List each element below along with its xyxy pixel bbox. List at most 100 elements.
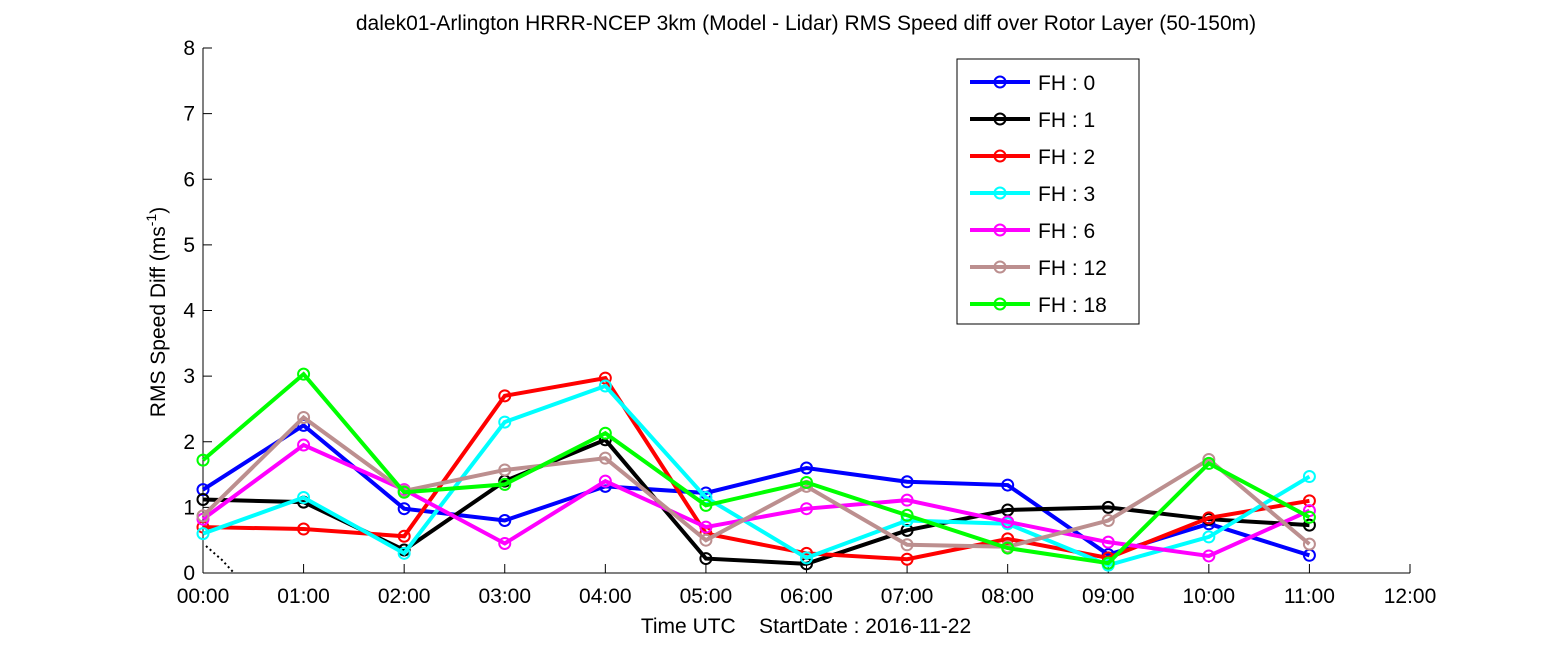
data-point [598, 451, 612, 465]
data-point [1101, 500, 1115, 514]
data-point [297, 367, 311, 381]
series-line [202, 375, 1310, 562]
x-axis-label: Time UTC StartDate : 2016-11-22 [641, 615, 971, 638]
legend-label: FH : 18 [1038, 294, 1107, 317]
data-point [900, 538, 914, 552]
x-tick-label: 00:00 [177, 585, 230, 608]
legend-swatch-marker [993, 75, 1007, 89]
data-point [297, 522, 311, 536]
legend-swatch-marker [993, 186, 1007, 200]
data-point [1001, 478, 1015, 492]
y-axis-label-unit-exponent: -1 [143, 214, 159, 227]
y-tick-label: 0 [183, 562, 195, 585]
legend-label: FH : 6 [1038, 220, 1095, 243]
x-tick-label: 05:00 [680, 585, 733, 608]
x-tick-label: 03:00 [478, 585, 531, 608]
series-0 [196, 418, 1316, 562]
data-point [1302, 494, 1316, 508]
legend-label: FH : 1 [1038, 109, 1095, 132]
x-tick-label: 04:00 [579, 585, 632, 608]
legend-label: FH : 0 [1038, 72, 1095, 95]
series-6 [196, 367, 1316, 570]
data-point [598, 426, 612, 440]
data-point [598, 371, 612, 385]
legend-label: FH : 12 [1038, 257, 1107, 280]
data-point [900, 523, 914, 537]
legend-item: FH : 2 [970, 146, 1095, 169]
data-point [498, 415, 512, 429]
y-tick-label: 2 [183, 431, 195, 454]
data-point [900, 552, 914, 566]
chart-title: dalek01-Arlington HRRR-NCEP 3km (Model -… [356, 12, 1256, 35]
legend-label: FH : 2 [1038, 146, 1095, 169]
data-point [1001, 515, 1015, 529]
series-line [202, 383, 1311, 568]
y-tick-label: 8 [183, 37, 195, 60]
data-point [196, 453, 210, 467]
series-layer [196, 367, 1316, 572]
x-tick-label: 12:00 [1384, 585, 1437, 608]
data-point [196, 483, 210, 497]
legend-swatch-marker [993, 260, 1007, 274]
series-line [201, 371, 1311, 566]
data-point [900, 475, 914, 489]
y-axis-label-end: ) [147, 207, 170, 214]
x-tick-label: 11:00 [1284, 585, 1335, 608]
series-2 [196, 371, 1316, 566]
data-point [397, 529, 411, 543]
data-point [1202, 549, 1216, 563]
x-ticks: 00:00 01:00 02:00 03:00 04:00 05:00 06:00 07:00… [177, 564, 1437, 608]
legend-item: FH : 6 [970, 220, 1095, 243]
data-point [397, 485, 411, 499]
y-tick-label: 3 [183, 365, 195, 388]
legend-swatch-marker [993, 112, 1007, 126]
y-ticks: 0 1 2 3 4 5 6 7 8 [183, 37, 212, 585]
y-axis-label-main: RMS Speed Diff (ms [147, 226, 170, 417]
x-tick-label: 09:00 [1082, 585, 1135, 608]
dotted-reference-line [205, 545, 235, 574]
data-point [1101, 535, 1115, 549]
legend: FH : 0 FH : 1 FH : 2 FH : 3 FH : 6 FH : 12 FH … [956, 58, 1140, 325]
x-tick-label: 02:00 [378, 585, 431, 608]
data-point [397, 546, 411, 560]
data-point [297, 410, 311, 424]
y-tick-label: 6 [183, 168, 195, 191]
data-point [1302, 518, 1316, 532]
data-point [397, 502, 411, 516]
x-tick-label: 06:00 [780, 585, 833, 608]
data-point [297, 438, 311, 452]
data-point [800, 551, 813, 565]
x-tick-label: 10:00 [1183, 585, 1236, 608]
data-point [1302, 510, 1316, 524]
data-point [196, 509, 210, 523]
data-point [699, 520, 713, 534]
legend-swatch-marker [993, 149, 1007, 163]
data-point [900, 508, 914, 522]
data-point [1001, 541, 1015, 555]
legend-items: FH : 0 FH : 1 FH : 2 FH : 3 FH : 6 FH : 12 FH … [970, 72, 1107, 317]
data-point [498, 463, 512, 477]
data-point [498, 536, 512, 550]
data-point [598, 474, 612, 488]
legend-item: FH : 12 [970, 257, 1107, 280]
y-axis-label: RMS Speed Diff (ms-1) [143, 207, 170, 417]
data-point [1302, 537, 1316, 551]
data-point [1202, 530, 1216, 544]
data-point [800, 461, 813, 475]
y-tick-label: 7 [183, 103, 195, 126]
data-point [196, 527, 210, 541]
data-point [297, 491, 311, 505]
data-point [498, 514, 512, 527]
data-point [699, 552, 713, 566]
data-point [498, 477, 512, 491]
data-point [1202, 456, 1216, 470]
legend-item: FH : 3 [970, 183, 1095, 206]
y-tick-label: 1 [183, 496, 195, 519]
data-point [800, 502, 813, 516]
series-3 [196, 379, 1316, 572]
legend-label: FH : 3 [1038, 183, 1095, 206]
data-point [800, 475, 813, 489]
data-point [699, 498, 713, 512]
data-point [900, 493, 914, 507]
x-tick-label: 08:00 [981, 585, 1034, 608]
